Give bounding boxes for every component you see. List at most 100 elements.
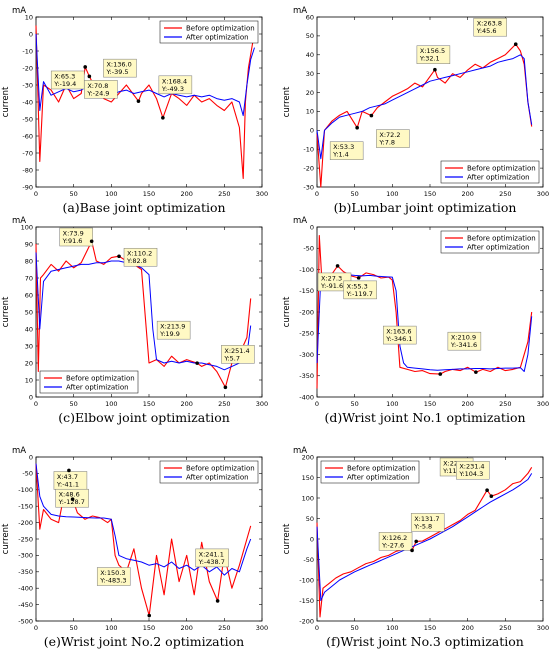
x-tick-label: 50 — [70, 190, 78, 198]
series-after-optimization — [35, 252, 252, 371]
datatip-y: Y:45.6 — [476, 27, 497, 35]
legend-box — [320, 460, 420, 484]
x-tick-label: 100 — [386, 400, 398, 408]
panel-caption: (b)Lumbar joint optimization — [334, 200, 517, 215]
x-tick-label: 0 — [315, 624, 319, 632]
datatip-box — [447, 331, 482, 351]
datatip-y: Y:-41.1 — [56, 480, 79, 488]
panel-caption: (c)Elbow joint optimization — [58, 410, 230, 425]
panel-caption: (f)Wrist joint No.3 optimization — [326, 634, 524, 649]
y-tick-label: -70 — [22, 149, 33, 157]
x-tick-label: 200 — [180, 190, 192, 198]
y-tick-label: 200 — [302, 453, 314, 461]
datatip-y: Y:-19.4 — [53, 80, 76, 88]
datatip-y: Y:5.7 — [223, 354, 240, 362]
y-tick-label: -50 — [22, 470, 33, 478]
x-tick-label: 100 — [105, 400, 117, 408]
legend-entry: Before optimization — [186, 25, 255, 33]
datatip-y: Y:19.9 — [159, 330, 180, 338]
y-tick-label: 0 — [29, 30, 33, 38]
datatip-y: Y:-91.6 — [320, 282, 343, 290]
legend-entry: After optimization — [186, 474, 249, 482]
datatip-y: Y:1.4 — [332, 151, 349, 159]
legend-box — [159, 20, 259, 44]
legend-box — [440, 160, 540, 184]
datatip-box — [329, 141, 364, 160]
x-tick-label: 250 — [499, 190, 511, 198]
series-before-optimization — [35, 25, 254, 180]
datatip-y: Y:-438.7 — [198, 558, 225, 566]
datatip-y: Y:-128.7 — [58, 498, 85, 506]
x-tick-label: 150 — [143, 190, 155, 198]
unit-label: mA — [293, 446, 307, 456]
datatip-marker — [335, 264, 340, 268]
x-tick-label: 250 — [218, 624, 230, 632]
datatip-marker — [474, 370, 478, 374]
datatip-y: Y:7.8 — [378, 139, 395, 147]
panel-4: 0 50 100 150 200 250 300 0 -50 -100 -150 -200 -250 -3… — [282, 216, 549, 425]
datatip-x: X:136.0 — [106, 61, 131, 69]
y-tick-label: 0 — [310, 535, 314, 543]
y-tick-label: -200 — [18, 519, 33, 527]
datatip-box — [96, 567, 131, 586]
datatip-marker — [195, 361, 199, 365]
datatip-marker — [438, 372, 443, 376]
y-tick-label: -400 — [299, 393, 314, 401]
panel-6: 0 50 100 150 200 250 300 200 150 100 50 0 -50 -100 -15… — [282, 446, 549, 649]
y-tick-label: 30 — [306, 70, 314, 78]
datatip-x: X:53.3 — [333, 143, 354, 151]
x-tick-label: 0 — [34, 624, 38, 632]
y-tick-label: 150 — [302, 474, 314, 482]
series-before-optimization — [316, 234, 533, 389]
datatip-marker — [89, 239, 94, 244]
y-tick-label: -150 — [299, 287, 314, 295]
y-tick-label: -200 — [299, 308, 314, 316]
datatip-marker — [83, 65, 87, 69]
datatip-box — [221, 345, 255, 364]
datatip-y: Y:82.8 — [126, 257, 147, 265]
x-tick-label: 50 — [70, 400, 78, 408]
datatip-x: X:126.2 — [382, 534, 407, 542]
plot-frame — [316, 226, 544, 398]
datatip-x: X:213.9 — [160, 323, 185, 331]
datatip-x: X:27.3 — [321, 274, 342, 282]
panel-3: 0 50 100 150 200 250 3001009080706050403020100… — [1, 216, 268, 425]
x-tick-label: 0 — [34, 190, 38, 198]
y-tick-label: -100 — [18, 486, 33, 494]
datatip-box — [84, 80, 118, 99]
legend-entry: After optimization — [186, 34, 249, 42]
datatip-y: Y:-49.3 — [161, 85, 184, 93]
x-tick-label: 300 — [256, 624, 268, 632]
panel-1: 0 50 100 150 200 250 300100-10-20-30-40-50-60-… — [1, 6, 268, 215]
y-tick-label: 40 — [306, 51, 314, 59]
panel-2: 0 50 100 150 200 250 3006050403020100-10-20-30… — [282, 6, 549, 215]
y-tick-label: 40 — [25, 325, 33, 333]
x-tick-label: 100 — [386, 624, 398, 632]
x-tick-label: 50 — [351, 624, 359, 632]
datatip-x: X:156.5 — [420, 47, 445, 55]
x-tick-label: 100 — [386, 190, 398, 198]
datatip-marker — [356, 276, 361, 280]
datatip-y: Y:119.0 — [442, 467, 467, 475]
y-tick-label: 20 — [306, 89, 314, 97]
y-tick-label: 100 — [21, 223, 33, 231]
y-tick-label: -100 — [299, 266, 314, 274]
y-tick-label: -80 — [22, 166, 33, 174]
datatip-box — [59, 227, 93, 247]
datatip-marker — [161, 116, 165, 120]
y-tick-label: -250 — [299, 330, 314, 338]
datatip-box — [456, 460, 490, 480]
y-tick-label: -350 — [18, 568, 33, 576]
y-axis-label: current — [282, 296, 292, 327]
datatip-y: Y:32.1 — [419, 55, 440, 63]
legend-box — [440, 230, 540, 254]
x-tick-label: 100 — [105, 624, 117, 632]
legend-box — [39, 370, 139, 394]
y-tick-label: -10 — [303, 146, 314, 154]
legend-entry: Before optimization — [66, 375, 135, 383]
series-before-optimization — [316, 43, 533, 188]
